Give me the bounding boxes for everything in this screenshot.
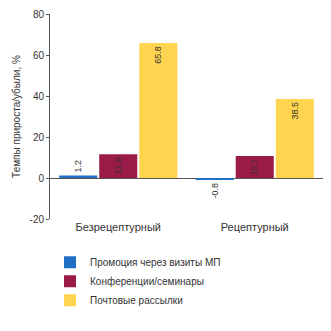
svg-text:1.2: 1.2 [73,160,83,173]
svg-text:38.5: 38.5 [290,102,300,120]
svg-text:-0.8: -0.8 [210,183,220,199]
svg-text:Почтовые рассылки: Почтовые рассылки [90,295,183,306]
svg-text:Темпы прироста/убыли, %: Темпы прироста/убыли, % [11,55,22,178]
svg-text:Конференции/семинары: Конференции/семинары [90,276,204,287]
svg-text:-20: -20 [30,214,45,225]
svg-text:Безрецептурный: Безрецептурный [76,221,161,233]
svg-text:Промоция через визиты МП: Промоция через визиты МП [90,257,220,268]
svg-text:65.8: 65.8 [153,46,163,64]
svg-text:80: 80 [33,9,45,20]
svg-text:10.7: 10.7 [250,159,259,175]
svg-text:40: 40 [33,91,45,102]
svg-text:60: 60 [33,50,45,61]
svg-text:0: 0 [38,173,44,184]
svg-text:20: 20 [33,132,45,143]
svg-text:Рецептурный: Рецептурный [221,221,289,233]
svg-text:11.6: 11.6 [113,157,123,174]
